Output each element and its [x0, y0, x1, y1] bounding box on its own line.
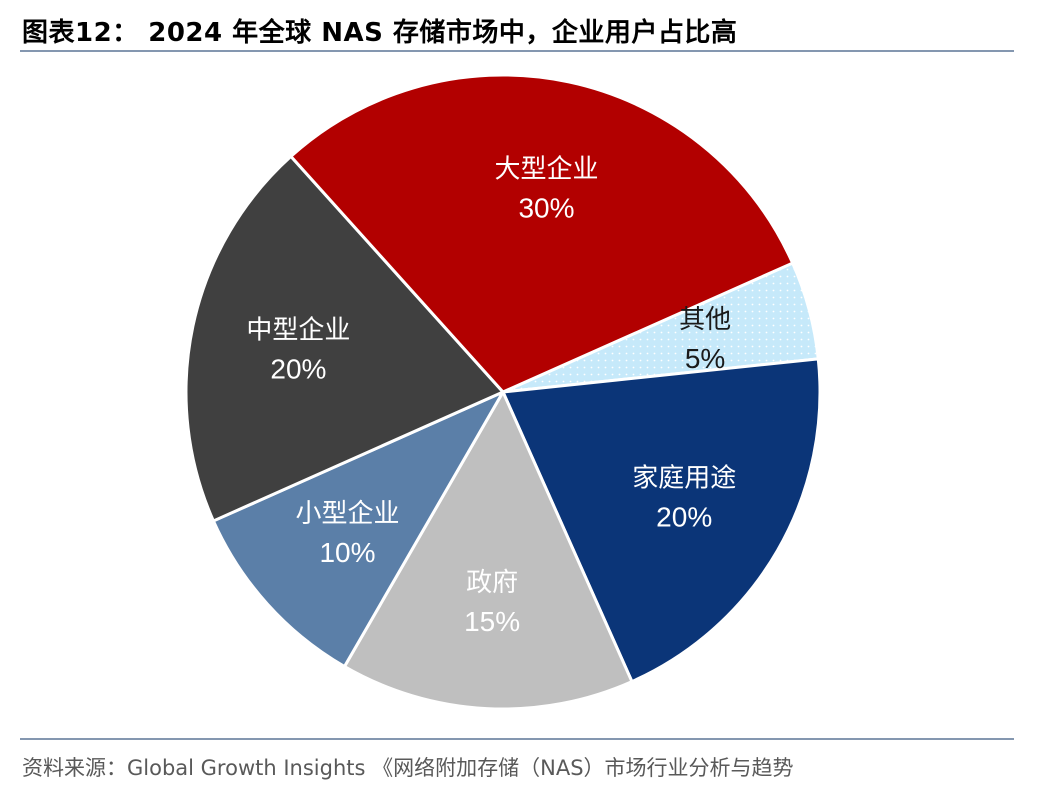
slice-value-2: 15%	[464, 606, 520, 637]
slice-value-5: 30%	[518, 192, 574, 223]
footer-divider	[20, 738, 1014, 740]
pie-slice-5	[289, 73, 795, 394]
pie-slice-1	[501, 357, 822, 684]
chart-title: 图表12： 2024 年全球 NAS 存储市场中，企业用户占比高	[22, 18, 738, 48]
slice-label-3: 小型企业	[295, 499, 399, 529]
pie-slice-2	[343, 390, 634, 711]
slice-value-4: 20%	[270, 354, 326, 385]
pie-slice-4	[184, 154, 505, 523]
slice-label-4: 中型企业	[246, 316, 350, 346]
slice-label-5: 大型企业	[494, 154, 598, 184]
source-note: 资料来源：Global Growth Insights 《网络附加存储（NAS）…	[22, 756, 794, 780]
slice-label-1: 家庭用途	[632, 464, 736, 494]
pie-slice-3	[211, 390, 505, 669]
slice-value-1: 20%	[656, 502, 712, 533]
slice-value-3: 10%	[319, 537, 375, 568]
slice-value-0: 5%	[685, 343, 725, 374]
title-divider	[20, 50, 1014, 52]
slice-label-2: 政府	[466, 568, 518, 598]
slice-label-0: 其他	[679, 305, 731, 335]
